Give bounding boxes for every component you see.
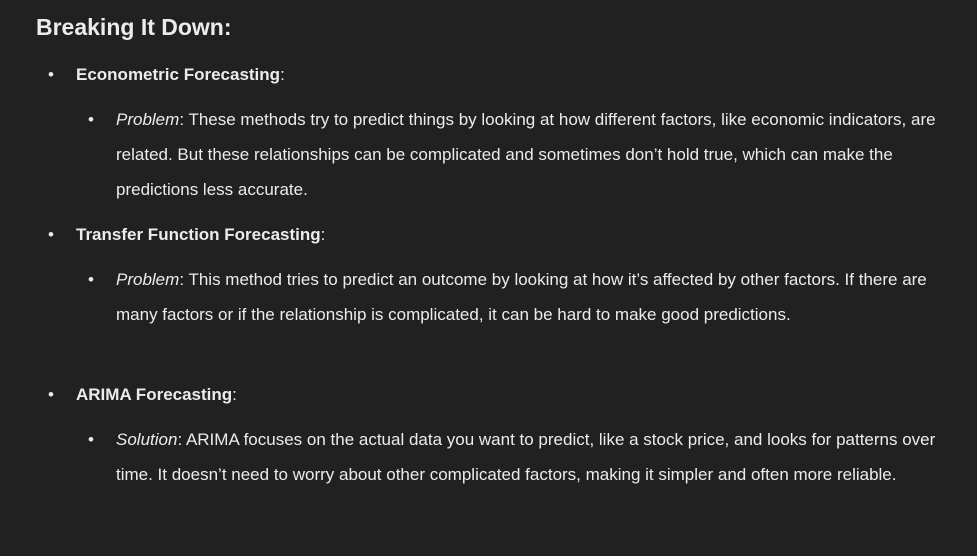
bullet-icon: •	[48, 385, 54, 404]
sub-list-item: • Problem: These methods try to predict …	[88, 102, 951, 207]
bullet-icon: •	[48, 65, 54, 84]
sub-item-label: Problem	[116, 270, 180, 289]
sub-item-label: Solution	[116, 430, 178, 449]
sub-item-label: Problem	[116, 110, 180, 129]
list-item: • Econometric Forecasting:	[48, 63, 285, 87]
sub-item-text: : ARIMA focuses on the actual data you w…	[116, 430, 936, 484]
bullet-icon: •	[88, 430, 94, 449]
sub-list-item: • Solution: ARIMA focuses on the actual …	[88, 422, 951, 492]
item-colon: :	[232, 385, 237, 404]
sub-list-item: • Problem: This method tries to predict …	[88, 262, 951, 332]
bullet-icon: •	[88, 270, 94, 289]
item-title: ARIMA Forecasting	[76, 385, 233, 404]
item-colon: :	[320, 225, 326, 244]
list-item: • ARIMA Forecasting:	[48, 383, 237, 407]
sub-item-text: : This method tries to predict an outcom…	[116, 270, 927, 324]
item-colon: :	[280, 65, 285, 84]
item-title: Econometric Forecasting	[76, 65, 281, 84]
list-item: • Transfer Function Forecasting:	[48, 223, 326, 247]
bullet-icon: •	[88, 110, 94, 129]
sub-item-text: : These methods try to predict things by…	[116, 110, 936, 199]
item-title: Transfer Function Forecasting	[76, 225, 321, 244]
bullet-icon: •	[48, 225, 54, 244]
section-heading: Breaking It Down:	[36, 14, 232, 40]
